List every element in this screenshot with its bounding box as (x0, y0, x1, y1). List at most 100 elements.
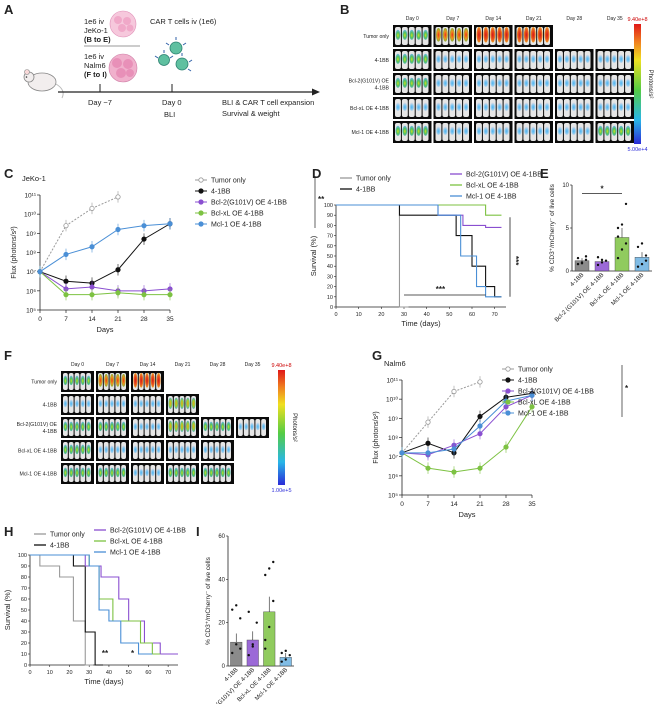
bli-signal-blob (537, 102, 543, 111)
bli-signal-blob (537, 54, 543, 63)
jeko-panels-ref: (B to E) (84, 35, 111, 44)
bli-signal-blob (74, 421, 80, 432)
readout-label: BLI & CAR T cell expansion Survival & we… (222, 97, 314, 119)
bli-signal-blob (80, 375, 85, 386)
data-point (451, 469, 457, 475)
legend-label: 4-1BB (356, 187, 376, 194)
bli-signal-blob (490, 54, 496, 63)
bli-signal-blob (150, 468, 155, 477)
day-column-label: Day 7 (446, 16, 459, 22)
bli-signal-blob (578, 78, 584, 87)
panel-d-jeko-survival-chart: 0 10 20 30 40 50 60 70 80 90 100 0 10 20 30 40 50 60 70 Tim… (309, 172, 542, 329)
panel-g-nalm6-flux-chart: 10⁵ 10⁶ 10⁷ 10⁸ 10⁹ 10¹⁰ 10¹¹ 0 7 14 21 28 35 Days Flu… (373, 359, 629, 519)
x-tick-label: 0 (38, 316, 42, 323)
bli-signal-blob (144, 445, 150, 454)
y-tick-label: 10 (327, 295, 333, 301)
bli-signal-blob (395, 77, 401, 88)
day-column-label: Day 7 (106, 362, 119, 368)
x-tick-label: 20 (378, 312, 384, 318)
data-point (529, 392, 535, 398)
bli-signal-blob (516, 102, 522, 111)
bli-signal-blob (74, 444, 80, 455)
data-dot (264, 638, 267, 642)
y-tick-label: 0 (24, 663, 27, 669)
bli-signal-blob (557, 54, 563, 63)
bli-signal-blob (537, 78, 543, 87)
y-tick-label: 5 (566, 226, 570, 232)
data-point (63, 223, 69, 229)
x-tick-label: 7 (64, 316, 68, 323)
data-dot (235, 604, 238, 607)
bli-signal-blob (564, 54, 570, 63)
bli-signal-blob (435, 102, 441, 111)
x-tick-label: 70 (165, 670, 171, 676)
day0-label: Day 0 (162, 98, 182, 107)
bli-signal-blob (214, 445, 220, 454)
bli-signal-blob (174, 445, 179, 454)
bli-signal-blob (74, 399, 80, 408)
series-line (39, 271, 171, 292)
bli-signal-blob (611, 102, 617, 111)
legend-marker (505, 399, 511, 405)
colorbar-max-label: 9.40e+8 (271, 363, 291, 369)
bli-signal-blob (476, 27, 482, 43)
bli-signal-blob (104, 467, 109, 478)
x-tick-label: 50 (446, 312, 452, 318)
bli-signal-blob (463, 102, 469, 111)
survival-curve (30, 554, 178, 655)
bli-signal-blob (597, 54, 603, 63)
y-tick-label: 20 (218, 621, 225, 627)
bli-signal-blob (179, 420, 185, 432)
bli-signal-blob (133, 422, 138, 431)
survival-curve (336, 204, 409, 308)
bli-signal-blob (63, 444, 68, 455)
x-axis-label: Time (days) (84, 677, 124, 686)
bli-signal-blob (168, 397, 173, 409)
data-dot (268, 567, 271, 570)
group-row-label: 4-1BB (43, 403, 58, 409)
bli-signal-blob (442, 27, 448, 42)
bli-signal-blob (226, 421, 231, 432)
legend-label: Bcl-2(G101V) OE 4-1BB (211, 200, 287, 207)
data-dot (247, 610, 250, 614)
bli-signal-blob (115, 399, 120, 408)
data-dot (616, 256, 620, 260)
data-dot (280, 651, 283, 655)
data-point (89, 284, 95, 290)
bli-signal-blob (115, 445, 120, 454)
bli-signal-blob (504, 126, 510, 135)
group-row-label: Tumor only (363, 34, 389, 40)
data-dot (268, 625, 271, 629)
nalm6-cell-cluster-icon (108, 53, 138, 83)
bli-signal-blob (98, 399, 103, 408)
data-point (141, 223, 147, 229)
legend-label: Tumor only (518, 367, 553, 374)
bli-signal-blob (179, 397, 185, 409)
bli-signal-blob (476, 54, 482, 63)
bli-signal-blob (214, 421, 220, 432)
y-tick-label: 20 (21, 641, 27, 647)
y-axis-label: % CD3⁺/mCherry⁻ of live cells (549, 183, 556, 272)
bli-signal-blob (449, 102, 455, 111)
bli-signal-blob (261, 422, 266, 431)
bli-signal-blob (456, 102, 462, 111)
timeline-arrow (312, 88, 320, 96)
category-label: Mcl-1 OE 4-1BB (254, 667, 289, 702)
bli-signal-blob (409, 125, 415, 136)
data-point (399, 450, 405, 456)
bli-signal-blob (109, 445, 115, 454)
x-tick-label: 40 (106, 670, 112, 676)
y-tick-label: 10¹⁰ (24, 211, 36, 219)
day-column-label: Day 21 (175, 362, 191, 368)
group-row-label: Mcl-1 OE 4-1BB (20, 472, 58, 478)
bli-signal-blob (571, 126, 577, 135)
bli-signal-blob (220, 445, 225, 454)
y-tick-label: 10⁵ (26, 308, 36, 315)
bli-signal-blob (490, 126, 496, 135)
bli-signal-blob (69, 444, 74, 455)
bli-signal-blob (139, 399, 144, 408)
x-tick-label: 70 (492, 312, 498, 318)
bli-signal-blob (179, 445, 185, 454)
y-axis-label: Flux (photons/s²) (11, 226, 18, 279)
day-column-label: Day 14 (485, 16, 501, 22)
